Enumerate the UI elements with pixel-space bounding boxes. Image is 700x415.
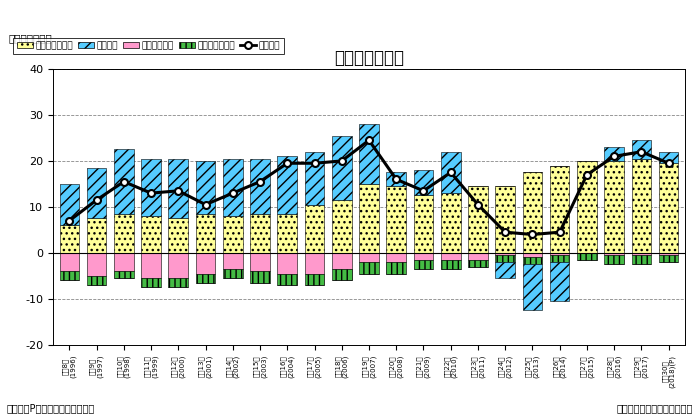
Bar — [223, 269, 243, 278]
Bar — [359, 124, 379, 184]
Bar — [250, 159, 270, 214]
Bar — [414, 253, 433, 260]
Bar — [277, 253, 297, 273]
Bar — [196, 214, 216, 253]
Bar — [550, 166, 570, 253]
Bar — [114, 214, 134, 253]
Bar — [496, 186, 515, 253]
Bar — [223, 216, 243, 253]
Bar — [304, 253, 324, 273]
Bar — [60, 184, 79, 225]
Bar — [386, 262, 406, 273]
Bar — [114, 253, 134, 271]
Bar — [496, 253, 515, 255]
Bar — [60, 225, 79, 253]
Bar — [223, 159, 243, 216]
Bar — [87, 218, 106, 253]
Bar — [169, 159, 188, 218]
Bar — [659, 152, 678, 163]
Bar — [496, 262, 515, 278]
Bar — [414, 170, 433, 195]
Legend: 第一次所得収支, 貿易収支, サービス収支, 第二次所得収支, 経常収支: 第一次所得収支, 貿易収支, サービス収支, 第二次所得収支, 経常収支 — [13, 38, 284, 54]
Bar — [60, 253, 79, 271]
Bar — [250, 253, 270, 271]
Bar — [60, 271, 79, 281]
Bar — [441, 193, 461, 253]
Bar — [250, 214, 270, 253]
Bar — [196, 161, 216, 214]
Bar — [659, 253, 678, 255]
Bar — [468, 253, 488, 260]
Bar — [386, 186, 406, 253]
Bar — [441, 253, 461, 260]
Bar — [631, 255, 651, 264]
Bar — [631, 253, 651, 255]
Bar — [169, 218, 188, 253]
Bar — [523, 257, 542, 264]
Bar — [604, 253, 624, 255]
Title: 経常収支の推移: 経常収支の推移 — [334, 49, 404, 67]
Bar — [87, 276, 106, 285]
Bar — [496, 255, 515, 262]
Bar — [196, 253, 216, 273]
Bar — [386, 172, 406, 186]
Bar — [141, 278, 161, 287]
Bar — [169, 253, 188, 278]
Bar — [659, 163, 678, 253]
Text: （単位：兆円）: （単位：兆円） — [8, 33, 52, 43]
Bar — [414, 195, 433, 253]
Bar — [141, 253, 161, 278]
Bar — [604, 147, 624, 161]
Bar — [523, 172, 542, 253]
Bar — [277, 156, 297, 214]
Bar — [141, 216, 161, 253]
Bar — [386, 253, 406, 262]
Bar — [87, 253, 106, 276]
Bar — [631, 159, 651, 253]
Bar — [114, 149, 134, 214]
Bar — [604, 255, 624, 264]
Bar — [631, 140, 651, 159]
Bar — [468, 186, 488, 253]
Bar — [141, 159, 161, 216]
Bar — [250, 271, 270, 283]
Bar — [196, 273, 216, 283]
Bar — [359, 184, 379, 253]
Bar — [550, 262, 570, 301]
Bar — [441, 260, 461, 269]
Bar — [550, 255, 570, 262]
Bar — [523, 253, 542, 257]
Text: 【財務省国際局為替市場課】: 【財務省国際局為替市場課】 — [617, 403, 693, 413]
Bar — [223, 253, 243, 269]
Bar — [304, 152, 324, 205]
Bar — [359, 253, 379, 262]
Bar — [169, 278, 188, 287]
Bar — [523, 264, 542, 310]
Bar — [359, 262, 379, 273]
Bar — [577, 253, 596, 260]
Bar — [577, 161, 596, 253]
Bar — [332, 200, 351, 253]
Bar — [87, 168, 106, 218]
Bar — [414, 260, 433, 269]
Bar — [277, 214, 297, 253]
Bar — [441, 152, 461, 193]
Bar — [659, 255, 678, 262]
Bar — [550, 253, 570, 255]
Bar — [332, 253, 351, 269]
Bar — [468, 260, 488, 267]
Bar — [114, 271, 134, 278]
Bar — [304, 205, 324, 253]
Bar — [332, 136, 351, 200]
Bar — [332, 269, 351, 281]
Bar — [277, 273, 297, 285]
Bar — [304, 273, 324, 285]
Bar — [604, 161, 624, 253]
Text: （備考）Pは速報値をあらわす。: （備考）Pは速報値をあらわす。 — [7, 403, 95, 413]
